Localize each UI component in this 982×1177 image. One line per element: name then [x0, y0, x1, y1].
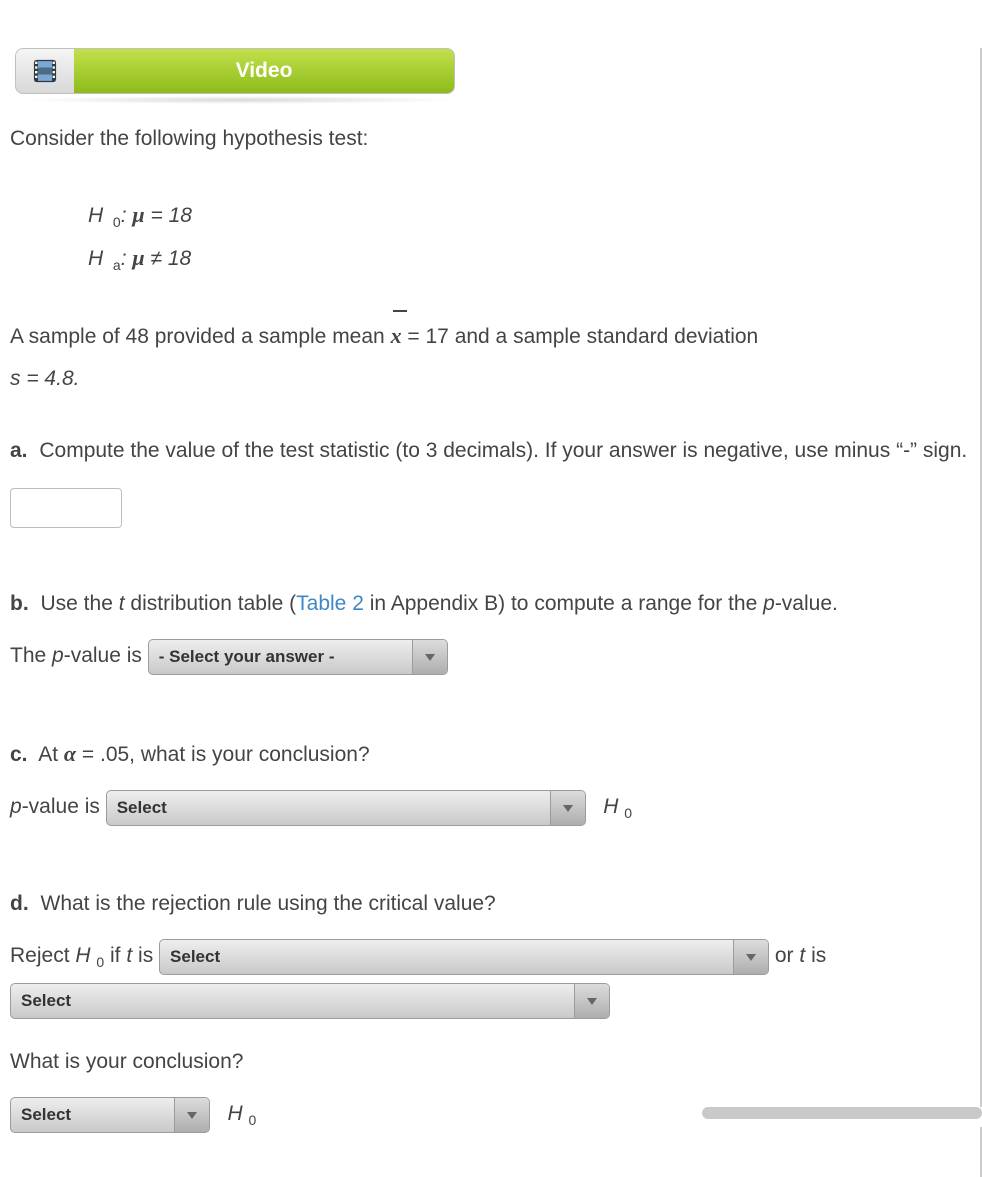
d-dropdown-1[interactable]: Select [159, 939, 769, 975]
label-b: b. [10, 592, 29, 615]
a-text: Compute the value of the test statistic … [34, 439, 968, 462]
chevron-down-icon [550, 791, 585, 825]
video-button[interactable]: Video [15, 48, 455, 94]
label-c: c. [10, 743, 28, 766]
content: Consider the following hypothesis test: … [0, 100, 982, 1135]
chevron-down-icon [412, 640, 447, 674]
label-d: d. [10, 892, 29, 915]
film-icon [16, 49, 74, 93]
table-2-link[interactable]: Table 2 [296, 592, 364, 615]
question-c: c. At α = .05, what is your conclusion? … [10, 732, 970, 828]
b-dropdown-label: - Select your answer - [149, 640, 412, 674]
question-d: d. What is the rejection rule using the … [10, 883, 970, 1135]
h0-symbol: H 0 [228, 1102, 257, 1125]
horizontal-scrollbar[interactable] [702, 1107, 982, 1127]
video-shadow [21, 96, 461, 104]
label-a: a. [10, 439, 28, 462]
d-dropdown-1-label: Select [160, 940, 733, 974]
chevron-down-icon [733, 940, 768, 974]
chevron-down-icon [174, 1098, 209, 1132]
c-dropdown[interactable]: Select [106, 790, 586, 826]
chevron-down-icon [574, 984, 609, 1018]
intro-text: Consider the following hypothesis test: [10, 118, 970, 160]
h0-symbol: H 0 [603, 795, 632, 818]
d-conclusion-q: What is your conclusion? [10, 1041, 970, 1083]
hypotheses: H 0: μ = 18 H a: μ ≠ 18 [88, 194, 970, 280]
video-button-wrap: Video [15, 48, 460, 100]
b-dropdown[interactable]: - Select your answer - [148, 639, 448, 675]
d-dropdown-3[interactable]: Select [10, 1097, 210, 1133]
d-dropdown-2[interactable]: Select [10, 983, 610, 1019]
xbar-symbol: x [391, 314, 402, 358]
d-dropdown-2-label: Select [11, 984, 574, 1018]
sample-text: A sample of 48 provided a sample mean x … [10, 314, 970, 400]
d-dropdown-3-label: Select [11, 1098, 174, 1132]
a-input[interactable] [10, 488, 122, 528]
video-label: Video [74, 49, 454, 93]
ha-line: H a: μ ≠ 18 [88, 237, 970, 280]
question-a: a. Compute the value of the test statist… [10, 430, 970, 529]
c-dropdown-label: Select [107, 791, 550, 825]
h0-line: H 0: μ = 18 [88, 194, 970, 237]
question-b: b. Use the t distribution table (Table 2… [10, 583, 970, 677]
